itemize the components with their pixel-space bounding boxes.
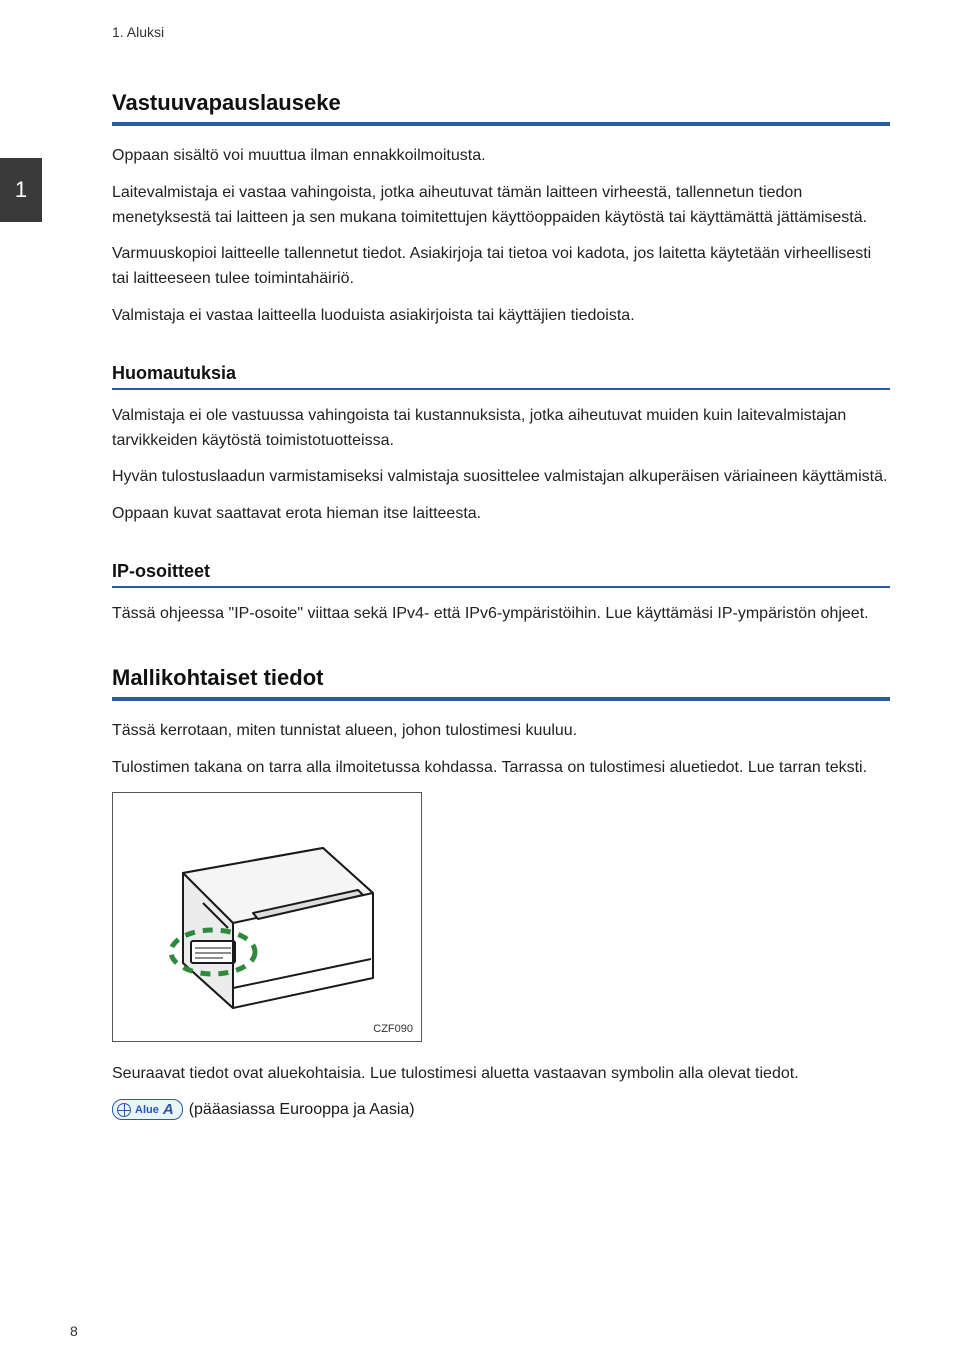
disclaimer-p1: Oppaan sisältö voi muuttua ilman ennakko…	[112, 144, 890, 169]
content-area: Vastuuvapauslauseke Oppaan sisältö voi m…	[112, 90, 890, 1120]
section-title-ip: IP-osoitteet	[112, 561, 890, 588]
region-note: (pääasiassa Eurooppa ja Aasia)	[189, 1101, 415, 1119]
region-badge: Alue A	[112, 1099, 183, 1120]
chapter-tab: 1	[0, 158, 42, 222]
region-badge-label: Alue	[135, 1104, 159, 1116]
page-number: 8	[70, 1323, 78, 1339]
figure-code: CZF090	[373, 1023, 413, 1035]
notes-p2: Hyvän tulostuslaadun varmistamiseksi val…	[112, 465, 890, 490]
printer-figure: CZF090	[112, 792, 422, 1042]
notes-p1: Valmistaja ei ole vastuussa vahingoista …	[112, 404, 890, 454]
region-line: Alue A (pääasiassa Eurooppa ja Aasia)	[112, 1099, 890, 1120]
page: 1. Aluksi 1 Vastuuvapauslauseke Oppaan s…	[0, 0, 960, 1120]
disclaimer-p3: Varmuuskopioi laitteelle tallennetut tie…	[112, 242, 890, 292]
notes-p3: Oppaan kuvat saattavat erota hieman itse…	[112, 502, 890, 527]
disclaimer-p2: Laitevalmistaja ei vastaa vahingoista, j…	[112, 181, 890, 231]
section-title-disclaimer: Vastuuvapauslauseke	[112, 90, 890, 126]
disclaimer-p4: Valmistaja ei vastaa laitteella luoduist…	[112, 304, 890, 329]
section-title-model: Mallikohtaiset tiedot	[112, 665, 890, 701]
running-head: 1. Aluksi	[112, 24, 890, 40]
model-p1: Tässä kerrotaan, miten tunnistat alueen,…	[112, 719, 890, 744]
ip-p1: Tässä ohjeessa "IP-osoite" viittaa sekä …	[112, 602, 890, 627]
model-p2: Tulostimen takana on tarra alla ilmoitet…	[112, 756, 890, 781]
globe-icon	[117, 1103, 131, 1117]
section-title-notes: Huomautuksia	[112, 363, 890, 390]
region-badge-letter: A	[163, 1101, 174, 1118]
model-p3: Seuraavat tiedot ovat aluekohtaisia. Lue…	[112, 1062, 890, 1087]
printer-illustration	[113, 793, 422, 1042]
